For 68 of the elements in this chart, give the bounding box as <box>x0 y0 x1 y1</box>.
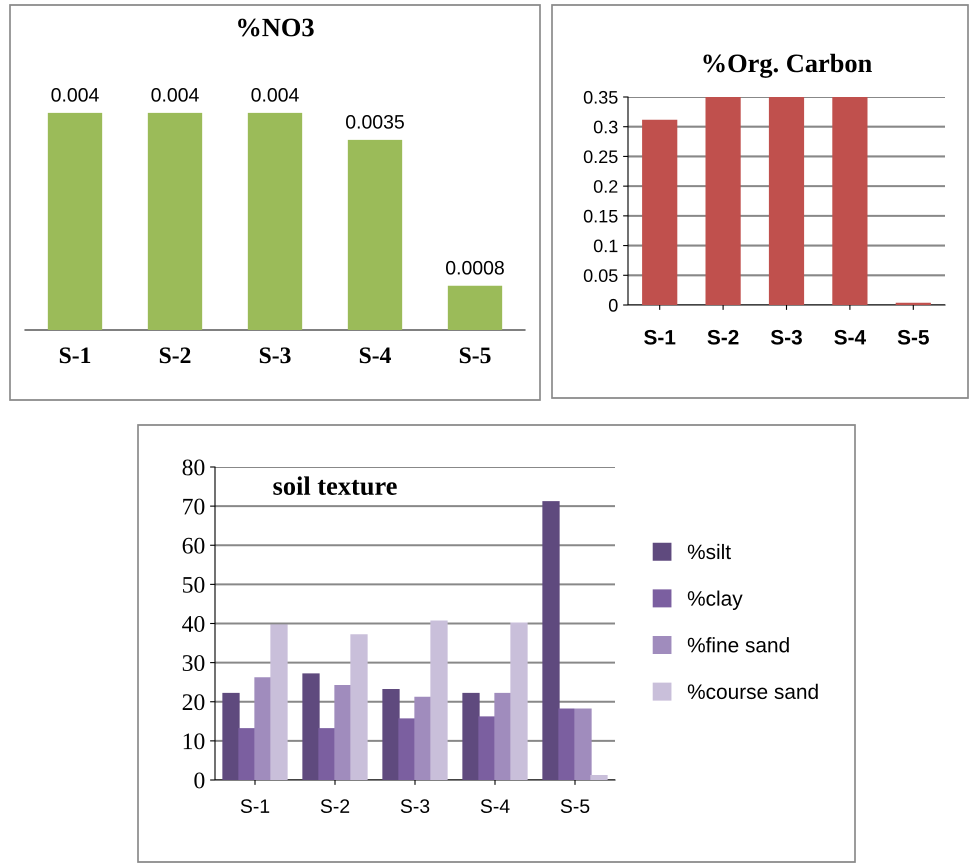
bar <box>494 692 512 780</box>
bar <box>510 622 528 780</box>
bar <box>590 775 608 780</box>
data-label: 0.004 <box>251 88 299 102</box>
x-tick-label: S-1 <box>60 347 90 364</box>
y-tick-label: 0.15 <box>584 210 618 223</box>
legend-label: %course sand <box>688 684 818 700</box>
bar <box>254 677 272 780</box>
bar <box>768 97 804 305</box>
bar <box>350 634 368 780</box>
x-tick-label: S-2 <box>160 347 190 364</box>
y-tick-label: 0.05 <box>584 269 618 282</box>
bar <box>462 692 480 780</box>
data-label: 0.004 <box>151 88 199 102</box>
bar <box>382 688 400 780</box>
bar <box>302 673 320 780</box>
bar <box>414 696 432 780</box>
x-tick-label: S-4 <box>360 347 391 364</box>
x-tick-label: S-4 <box>834 330 866 345</box>
y-tick-label: 0 <box>194 772 204 788</box>
legend-label: %fine sand <box>688 637 789 652</box>
bar <box>270 624 288 780</box>
bar <box>222 692 240 780</box>
data-label: 0.0035 <box>346 114 404 129</box>
chart-title: %NO3 <box>238 18 314 36</box>
bar <box>574 708 592 780</box>
y-tick-label: 0.35 <box>584 90 618 104</box>
bar <box>705 97 741 305</box>
y-tick-label: 80 <box>182 459 204 476</box>
y-tick-label: 10 <box>184 733 204 750</box>
x-tick-label: S-1 <box>644 330 676 345</box>
x-tick-label: S-5 <box>460 347 491 364</box>
bar <box>832 97 868 305</box>
bar <box>478 716 496 780</box>
x-tick-label: S-2 <box>707 330 738 345</box>
x-tick-label: S-5 <box>560 799 590 814</box>
chart-title: soil texture <box>273 476 397 496</box>
legend-label: %clay <box>688 590 743 610</box>
data-label: 0.0008 <box>446 260 504 275</box>
x-tick-label: S-4 <box>480 799 510 814</box>
bar <box>430 620 448 780</box>
y-tick-label: 20 <box>182 694 204 710</box>
bar <box>642 120 678 305</box>
y-tick-label: 0 <box>608 298 618 312</box>
y-tick-label: 40 <box>182 616 204 632</box>
y-tick-label: 70 <box>183 498 204 515</box>
x-tick-label: S-3 <box>770 330 802 345</box>
bar <box>558 708 576 780</box>
y-tick-label: 0.25 <box>584 150 618 164</box>
y-tick-label: 60 <box>182 538 204 554</box>
bar <box>334 685 352 780</box>
bar <box>318 728 336 780</box>
bar <box>398 718 416 780</box>
y-tick-label: 50 <box>183 576 204 593</box>
y-tick-label: 0.1 <box>594 240 618 252</box>
bar <box>542 501 560 780</box>
x-tick-label: S-3 <box>260 347 291 364</box>
y-tick-label: 0.2 <box>594 180 618 193</box>
bar <box>238 728 256 780</box>
y-tick-label: 0.3 <box>594 120 618 134</box>
x-tick-label: S-1 <box>240 799 270 814</box>
chart-title: %Org. Carbon <box>703 54 872 78</box>
data-label: 0.004 <box>51 88 99 102</box>
x-tick-label: S-3 <box>400 799 430 814</box>
x-tick-label: S-2 <box>320 799 350 814</box>
x-tick-label: S-5 <box>898 330 929 345</box>
legend-label: %silt <box>688 544 731 560</box>
y-tick-label: 30 <box>182 655 204 672</box>
